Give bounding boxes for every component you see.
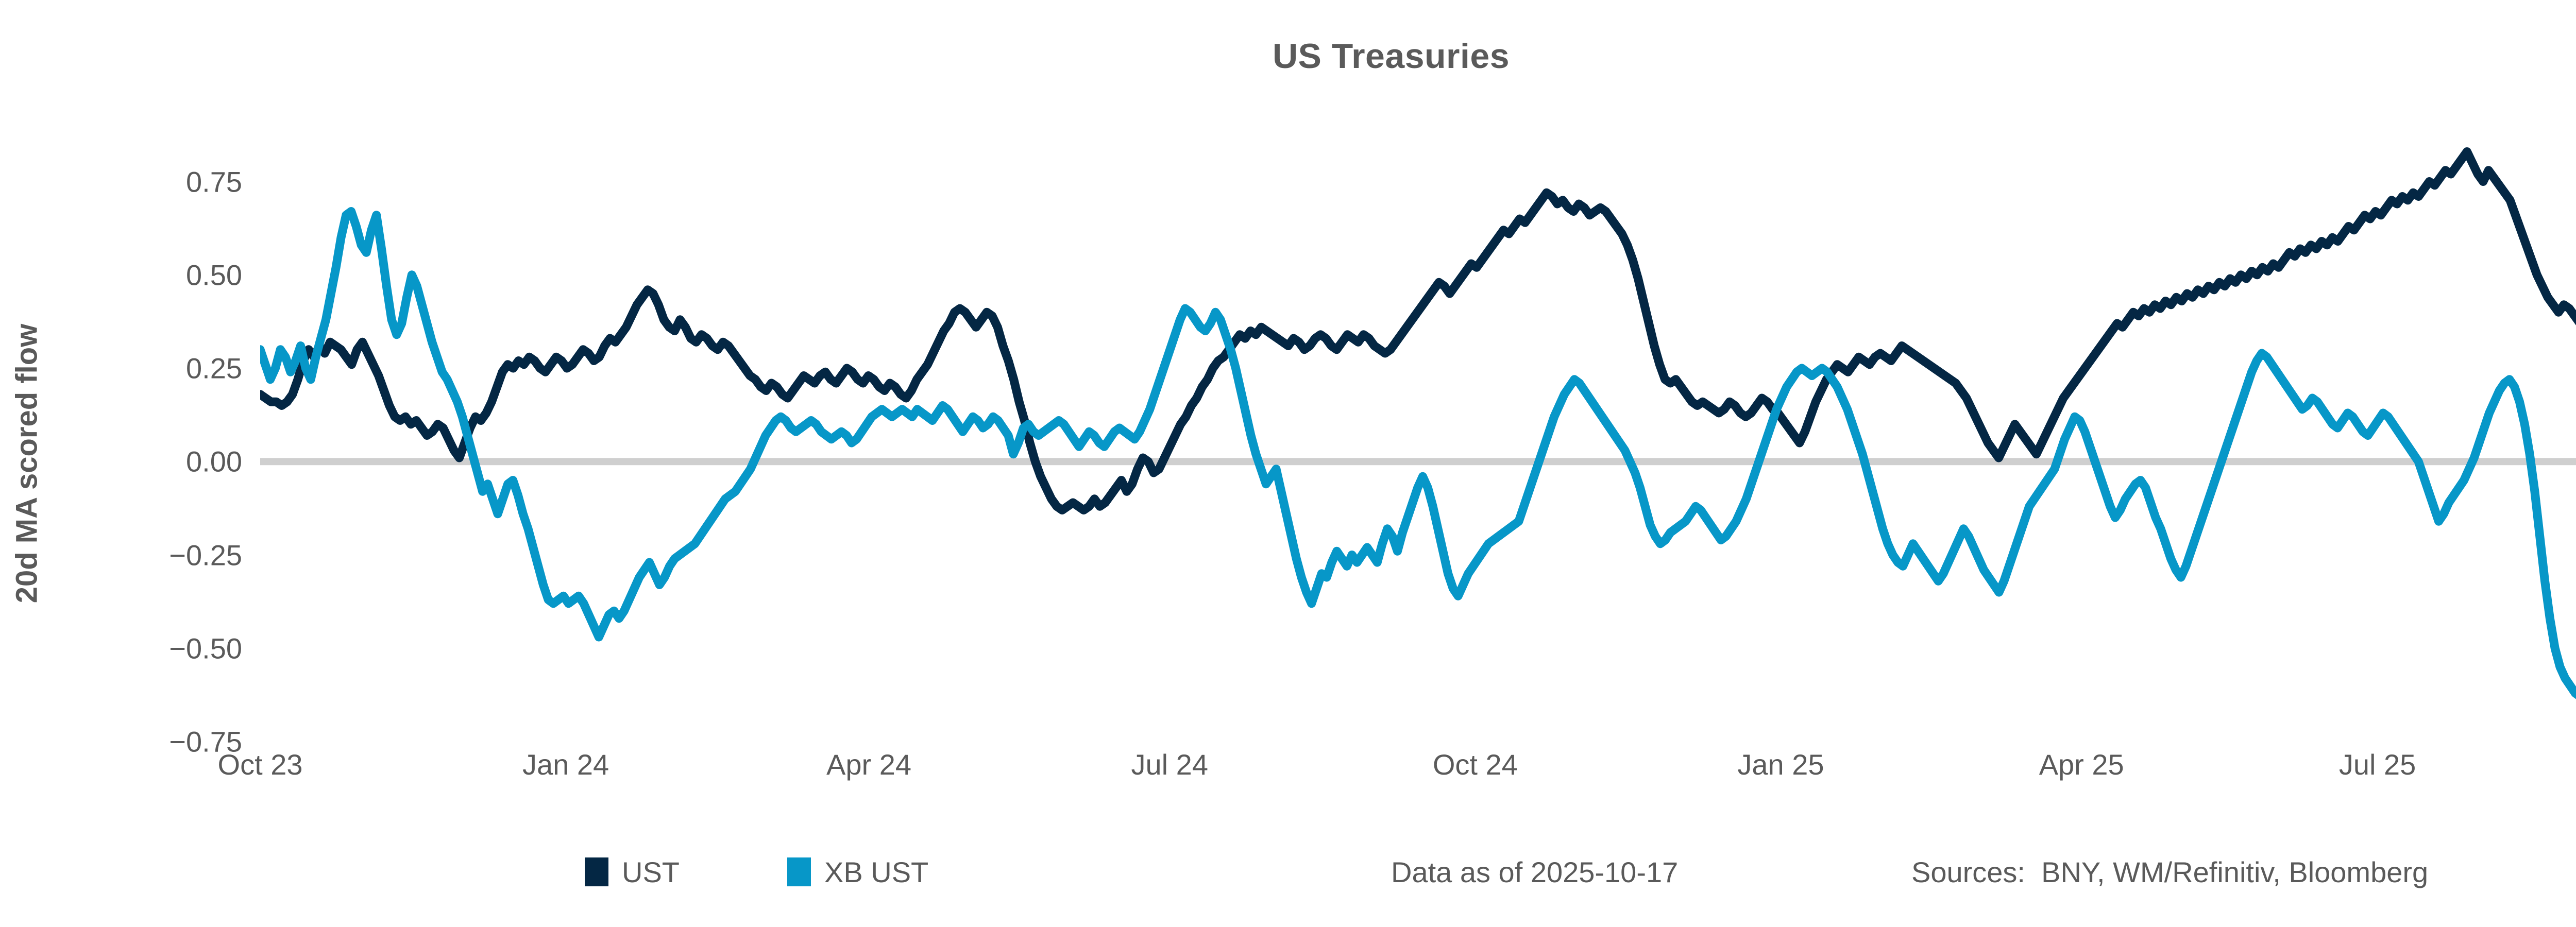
legend-item-ust[interactable]: UST: [585, 849, 680, 895]
x-tick-label: Jan 24: [522, 748, 609, 781]
y-tick-label: 0.75: [186, 165, 242, 198]
legend-label-xb-ust: XB UST: [824, 855, 929, 888]
x-axis-tick-labels: Oct 23 Jan 24 Apr 24 Jul 24 Oct 24 Jan 25 Apr …: [218, 748, 2576, 794]
x-tick-label: Apr 25: [2039, 748, 2124, 781]
x-tick-label: Apr 24: [826, 748, 911, 781]
x-tick-label: Oct 24: [1432, 748, 1518, 781]
plot-area: [260, 144, 2576, 742]
y-axis-title: 20d MA scored flow: [10, 323, 44, 604]
y-axis-tick-labels: 0.75 0.50 0.25 0.00 −0.25 −0.50 −0.75: [57, 144, 242, 758]
chart-footer: UST XB UST Data as of 2025-10-17 Sources…: [0, 849, 2576, 905]
y-tick-label: −0.25: [169, 539, 242, 571]
y-tick-label: 0.00: [186, 445, 242, 478]
x-tick-label: Jul 25: [2338, 748, 2416, 781]
y-tick-label: 0.50: [186, 259, 242, 291]
plot-svg: [260, 147, 2576, 699]
legend-item-xb-ust[interactable]: XB UST: [787, 849, 928, 895]
chart-title: US Treasuries: [1272, 37, 1510, 76]
data-as-of-note: Data as of 2025-10-17: [1391, 855, 1679, 888]
x-tick-label: Oct 23: [217, 748, 303, 781]
y-tick-label: −0.75: [169, 725, 242, 758]
line-series-ust: [260, 147, 2576, 514]
line-series-xb-ust: [260, 207, 2576, 699]
legend-swatch-xb-ust: [787, 857, 811, 886]
sources-note: Sources: BNY, WM/Refinitiv, Bloomberg: [1911, 855, 2429, 888]
legend-label-ust: UST: [622, 855, 680, 888]
legend-swatch-ust: [585, 857, 608, 886]
x-tick-label: Jan 25: [1737, 748, 1824, 781]
x-tick-label: Jul 24: [1131, 748, 1208, 781]
y-tick-label: 0.25: [186, 352, 242, 385]
y-tick-label: −0.50: [169, 632, 242, 665]
